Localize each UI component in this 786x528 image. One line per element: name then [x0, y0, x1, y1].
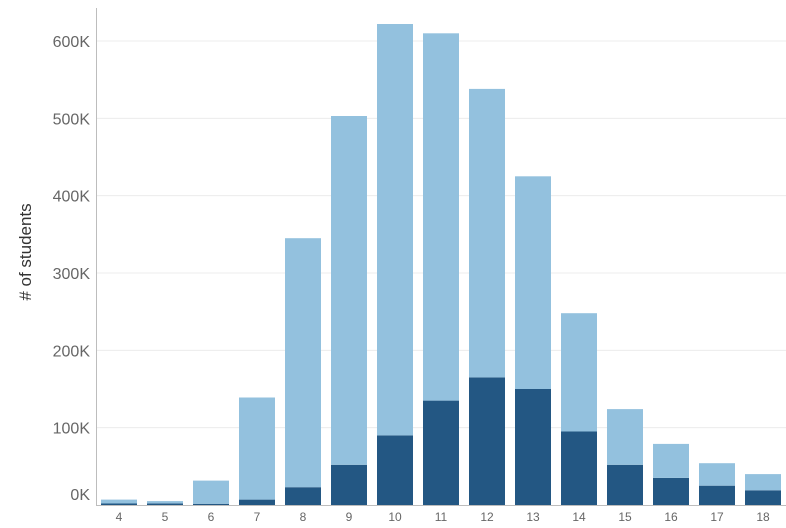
bar-segment-0 — [331, 464, 367, 505]
x-tick-label: 15 — [618, 510, 632, 524]
bar-segment-0 — [239, 499, 275, 505]
bar-segment-1 — [101, 499, 137, 504]
bar-segment-0 — [515, 389, 551, 505]
bar-segment-1 — [239, 397, 275, 500]
y-tick-label: 100K — [53, 421, 91, 438]
bar-segment-0 — [193, 503, 229, 505]
bar-segment-0 — [101, 503, 137, 505]
bar-segment-0 — [285, 487, 321, 505]
bar-segment-0 — [469, 377, 505, 505]
bar-segment-0 — [423, 400, 459, 505]
x-tick-label: 4 — [116, 510, 123, 524]
bar-segment-1 — [193, 480, 229, 504]
bar-segment-1 — [469, 88, 505, 378]
x-tick-label: 7 — [254, 510, 261, 524]
y-tick-label: 300K — [53, 266, 91, 283]
bar-segment-0 — [607, 464, 643, 505]
bar-segment-1 — [515, 176, 551, 389]
y-tick-label: 500K — [53, 111, 91, 128]
x-tick-label: 17 — [710, 510, 724, 524]
x-axis-ticks: 4 5 6 7 8 9 10 11 12 13 14 15 16 17 18 — [116, 510, 770, 524]
bar-segment-1 — [285, 238, 321, 488]
bar-segment-0 — [147, 503, 183, 505]
bar-segment-1 — [423, 33, 459, 401]
x-tick-label: 8 — [300, 510, 307, 524]
x-tick-label: 16 — [664, 510, 678, 524]
bar-segment-1 — [377, 24, 413, 436]
x-tick-label: 12 — [480, 510, 494, 524]
bar-segment-0 — [699, 485, 735, 505]
x-tick-label: 9 — [346, 510, 353, 524]
x-tick-label: 10 — [388, 510, 402, 524]
bar-segment-0 — [561, 431, 597, 505]
bar-segment-1 — [653, 443, 689, 478]
x-tick-label: 5 — [162, 510, 169, 524]
x-tick-label: 13 — [526, 510, 540, 524]
y-axis-ticks: 0K 100K 200K 300K 400K 500K 600K — [53, 34, 91, 504]
bar-segment-1 — [331, 116, 367, 465]
y-tick-label: 400K — [53, 189, 91, 206]
bar-segment-1 — [607, 409, 643, 465]
bars — [101, 24, 781, 505]
bar-segment-0 — [745, 490, 781, 505]
bar-segment-0 — [377, 435, 413, 505]
y-tick-label: 600K — [53, 34, 91, 51]
bar-segment-1 — [147, 501, 183, 504]
y-axis-label: # of students — [16, 203, 35, 300]
y-tick-label: 200K — [53, 343, 91, 360]
x-tick-label: 14 — [572, 510, 586, 524]
y-tick-label: 0K — [70, 487, 90, 504]
x-tick-label: 6 — [208, 510, 215, 524]
bar-segment-1 — [561, 313, 597, 432]
x-tick-label: 18 — [756, 510, 770, 524]
bar-segment-1 — [745, 474, 781, 491]
x-tick-label: 11 — [435, 510, 448, 524]
bar-segment-0 — [653, 477, 689, 505]
bar-segment-1 — [699, 463, 735, 486]
